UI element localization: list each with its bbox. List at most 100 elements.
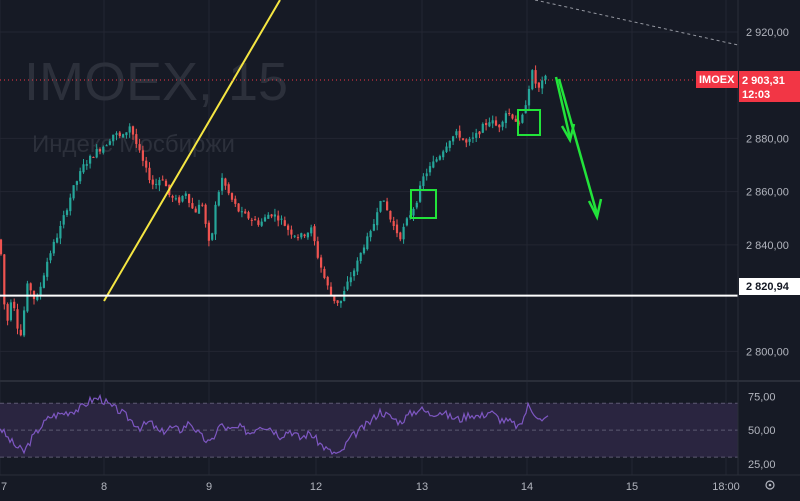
y-tick-label: 2 880,00 xyxy=(746,133,789,145)
rsi-y-axis[interactable]: 75,00 50,00 25,00 xyxy=(748,391,776,470)
highlight-box-1[interactable] xyxy=(410,189,437,219)
x-tick-label: 18:00 xyxy=(712,481,740,493)
x-tick-label: 12 xyxy=(310,481,322,493)
candle xyxy=(290,225,293,239)
candle xyxy=(336,300,339,306)
candle xyxy=(432,155,435,169)
candle xyxy=(333,296,336,304)
candle xyxy=(267,212,270,219)
y-tick-label: 2 800,00 xyxy=(746,346,789,358)
y-axis[interactable]: 2 920,00 2 880,00 2 860,00 2 840,00 2 800,00 xyxy=(746,27,789,358)
candle xyxy=(19,324,22,337)
candle xyxy=(511,113,514,120)
candle xyxy=(415,200,418,210)
candle xyxy=(115,131,118,141)
candle xyxy=(346,276,349,291)
candle xyxy=(221,173,224,195)
candle xyxy=(125,132,128,139)
candle xyxy=(326,275,329,290)
candle xyxy=(504,110,507,129)
candle xyxy=(13,298,16,312)
candle xyxy=(131,125,135,140)
arrow-2-head xyxy=(587,198,603,221)
candle xyxy=(379,200,382,213)
candle xyxy=(293,234,296,239)
candle xyxy=(135,128,138,148)
candle xyxy=(452,135,455,145)
candle xyxy=(214,201,217,241)
candle xyxy=(29,282,32,295)
candle xyxy=(419,181,422,203)
candle xyxy=(395,219,399,238)
candle xyxy=(234,195,237,207)
candle xyxy=(366,232,369,251)
candle xyxy=(145,156,148,173)
candle xyxy=(122,133,125,138)
candle xyxy=(521,113,524,124)
highlight-box-2[interactable] xyxy=(517,109,541,136)
candle xyxy=(128,123,131,138)
x-axis[interactable]: 7 8 9 12 13 14 15 18:00 xyxy=(1,481,740,493)
y-tick-label: 2 860,00 xyxy=(746,187,789,199)
candle xyxy=(56,233,59,244)
candle xyxy=(46,257,49,281)
rsi-tick-label: 50,00 xyxy=(748,425,776,437)
candle xyxy=(428,162,432,176)
candle xyxy=(399,231,402,242)
candle xyxy=(247,210,250,220)
candle xyxy=(151,175,154,190)
x-tick-label: 15 xyxy=(626,481,638,493)
ticker-label: IMOEX xyxy=(699,74,735,86)
rsi-line xyxy=(0,393,549,456)
support-price-value: 2 820,94 xyxy=(746,281,790,293)
candle xyxy=(32,290,36,305)
arrow-2-shaft xyxy=(557,78,599,215)
candle xyxy=(227,182,230,196)
candle xyxy=(369,229,372,242)
forecast-arrows[interactable] xyxy=(554,76,603,221)
candle xyxy=(534,65,537,89)
candle xyxy=(89,154,92,169)
x-tick-label: 9 xyxy=(206,481,212,493)
candle xyxy=(461,138,465,141)
candle xyxy=(95,144,98,159)
candle xyxy=(108,138,111,146)
settings-icon[interactable] xyxy=(765,480,775,490)
candle xyxy=(389,210,392,223)
candle xyxy=(438,154,441,161)
candle xyxy=(194,206,197,213)
candle xyxy=(59,220,62,245)
trend-line[interactable] xyxy=(103,0,281,302)
candle xyxy=(191,197,194,209)
candle xyxy=(514,115,517,122)
candle xyxy=(283,216,286,227)
candle xyxy=(62,210,65,229)
candle xyxy=(488,117,491,128)
candle xyxy=(445,142,448,153)
candle xyxy=(313,224,316,246)
ticker-badge xyxy=(696,71,738,88)
candle xyxy=(36,293,39,302)
candle xyxy=(287,223,290,236)
x-tick-label: 7 xyxy=(1,481,7,493)
rsi-tick-label: 75,00 xyxy=(748,391,776,403)
candle xyxy=(362,244,366,255)
candle xyxy=(211,232,214,242)
candle xyxy=(23,306,26,338)
candle xyxy=(98,147,102,155)
candle xyxy=(448,140,451,152)
candle xyxy=(141,145,144,167)
candle xyxy=(82,159,85,174)
candle xyxy=(280,215,283,225)
last-price-value: 2 903,31 xyxy=(742,75,785,87)
candle xyxy=(181,195,184,203)
candle xyxy=(75,180,78,191)
candle xyxy=(184,191,187,199)
x-tick-label: 14 xyxy=(521,481,533,493)
candle xyxy=(494,116,498,127)
candle xyxy=(481,122,484,134)
candle xyxy=(0,238,3,256)
dashed-trend-line[interactable] xyxy=(534,0,739,46)
candle xyxy=(422,173,425,191)
